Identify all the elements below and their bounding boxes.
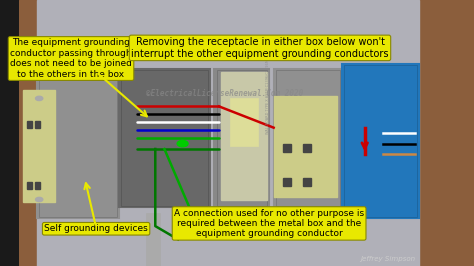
Bar bbox=[119, 69, 210, 207]
Bar bbox=[230, 98, 258, 146]
Bar bbox=[35, 121, 40, 128]
Bar bbox=[303, 144, 311, 152]
Bar bbox=[342, 64, 419, 218]
Bar bbox=[37, 72, 119, 218]
Text: Removing the receptacle in either box below won't
interrupt the other equipment : Removing the receptacle in either box be… bbox=[131, 37, 389, 59]
Bar bbox=[419, 0, 474, 266]
Bar bbox=[217, 70, 267, 206]
Bar bbox=[27, 121, 32, 128]
Circle shape bbox=[36, 96, 43, 101]
Circle shape bbox=[177, 140, 188, 147]
Text: Self grounding devices: Self grounding devices bbox=[44, 224, 148, 233]
Bar bbox=[273, 96, 337, 197]
Bar bbox=[276, 70, 340, 206]
Bar bbox=[344, 65, 417, 217]
Bar bbox=[121, 70, 208, 206]
Bar bbox=[221, 72, 267, 200]
Bar bbox=[273, 69, 342, 207]
Text: Jeffrey Simpson: Jeffrey Simpson bbox=[360, 256, 415, 262]
Bar bbox=[214, 69, 269, 207]
Bar bbox=[283, 144, 291, 152]
Text: WALLBOARD TYPE X ASTM C1396/C1396M: WALLBOARD TYPE X ASTM C1396/C1396M bbox=[266, 59, 270, 134]
Text: A connection used for no other purpose is
required between the metal box and the: A connection used for no other purpose i… bbox=[174, 209, 364, 238]
Bar bbox=[23, 90, 55, 202]
Bar bbox=[146, 213, 160, 266]
Bar bbox=[39, 73, 117, 217]
Bar bbox=[303, 178, 311, 186]
Circle shape bbox=[36, 197, 43, 202]
Bar bbox=[27, 182, 32, 189]
Text: ©ElectricalLicenseRenewal.Com 2020: ©ElectricalLicenseRenewal.Com 2020 bbox=[146, 89, 303, 98]
Bar bbox=[37, 0, 419, 266]
Bar bbox=[18, 0, 37, 266]
Bar bbox=[35, 182, 40, 189]
Bar bbox=[283, 178, 291, 186]
Text: The equipment grounding
conductor passing through
does not need to be joined
to : The equipment grounding conductor passin… bbox=[10, 38, 132, 79]
